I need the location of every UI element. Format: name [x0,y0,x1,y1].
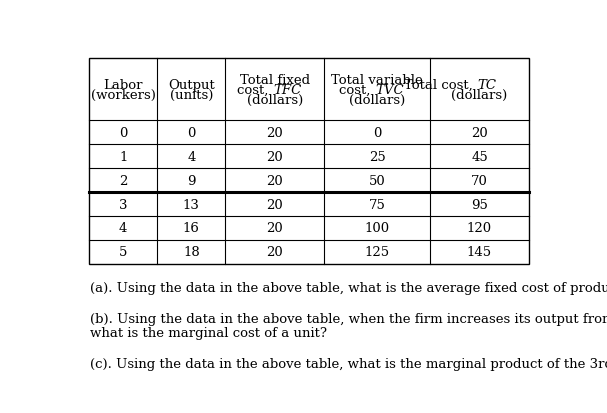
Text: 100: 100 [365,222,390,235]
Text: 20: 20 [266,222,283,235]
Text: what is the marginal cost of a unit?: what is the marginal cost of a unit? [90,326,327,339]
Text: TVC: TVC [375,83,404,97]
Text: (a). Using the data in the above table, what is the average fixed cost of produc: (a). Using the data in the above table, … [90,282,607,295]
Text: (dollars): (dollars) [452,89,507,102]
Text: 95: 95 [471,198,488,211]
Text: 50: 50 [369,174,385,187]
Text: (dollars): (dollars) [349,94,405,107]
Text: cost,: cost, [339,83,375,97]
Text: (units): (units) [170,89,213,102]
Text: (c). Using the data in the above table, what is the marginal product of the 3rd : (c). Using the data in the above table, … [90,357,607,370]
Text: 20: 20 [266,198,283,211]
Text: 13: 13 [183,198,200,211]
Text: 145: 145 [467,246,492,259]
Text: 3: 3 [119,198,127,211]
Text: 75: 75 [368,198,385,211]
Text: 125: 125 [365,246,390,259]
Text: 2: 2 [119,174,127,187]
Text: 0: 0 [119,126,127,140]
Text: TFC: TFC [273,83,301,97]
Text: 20: 20 [471,126,488,140]
Text: 1: 1 [119,150,127,164]
Text: 18: 18 [183,246,200,259]
Text: Total variable: Total variable [331,74,423,86]
Text: 4: 4 [187,150,195,164]
Text: (dollars): (dollars) [246,94,303,107]
Text: 120: 120 [467,222,492,235]
Text: 5: 5 [119,246,127,259]
Text: 16: 16 [183,222,200,235]
Text: 20: 20 [266,150,283,164]
Text: 0: 0 [187,126,195,140]
Text: 20: 20 [266,126,283,140]
Text: (workers): (workers) [90,89,155,102]
Text: 20: 20 [266,174,283,187]
Text: 0: 0 [373,126,381,140]
Text: Total fixed: Total fixed [240,74,310,86]
Text: 45: 45 [471,150,488,164]
Text: 4: 4 [119,222,127,235]
Text: (b). Using the data in the above table, when the firm increases its output from : (b). Using the data in the above table, … [90,313,607,325]
Text: 9: 9 [187,174,195,187]
Text: TC: TC [478,78,497,92]
Text: Labor: Labor [103,78,143,92]
Text: 70: 70 [471,174,488,187]
Text: Total cost,: Total cost, [404,78,477,92]
Text: cost,: cost, [237,83,273,97]
Text: 20: 20 [266,246,283,259]
Text: Output: Output [168,78,215,92]
Text: 25: 25 [369,150,385,164]
